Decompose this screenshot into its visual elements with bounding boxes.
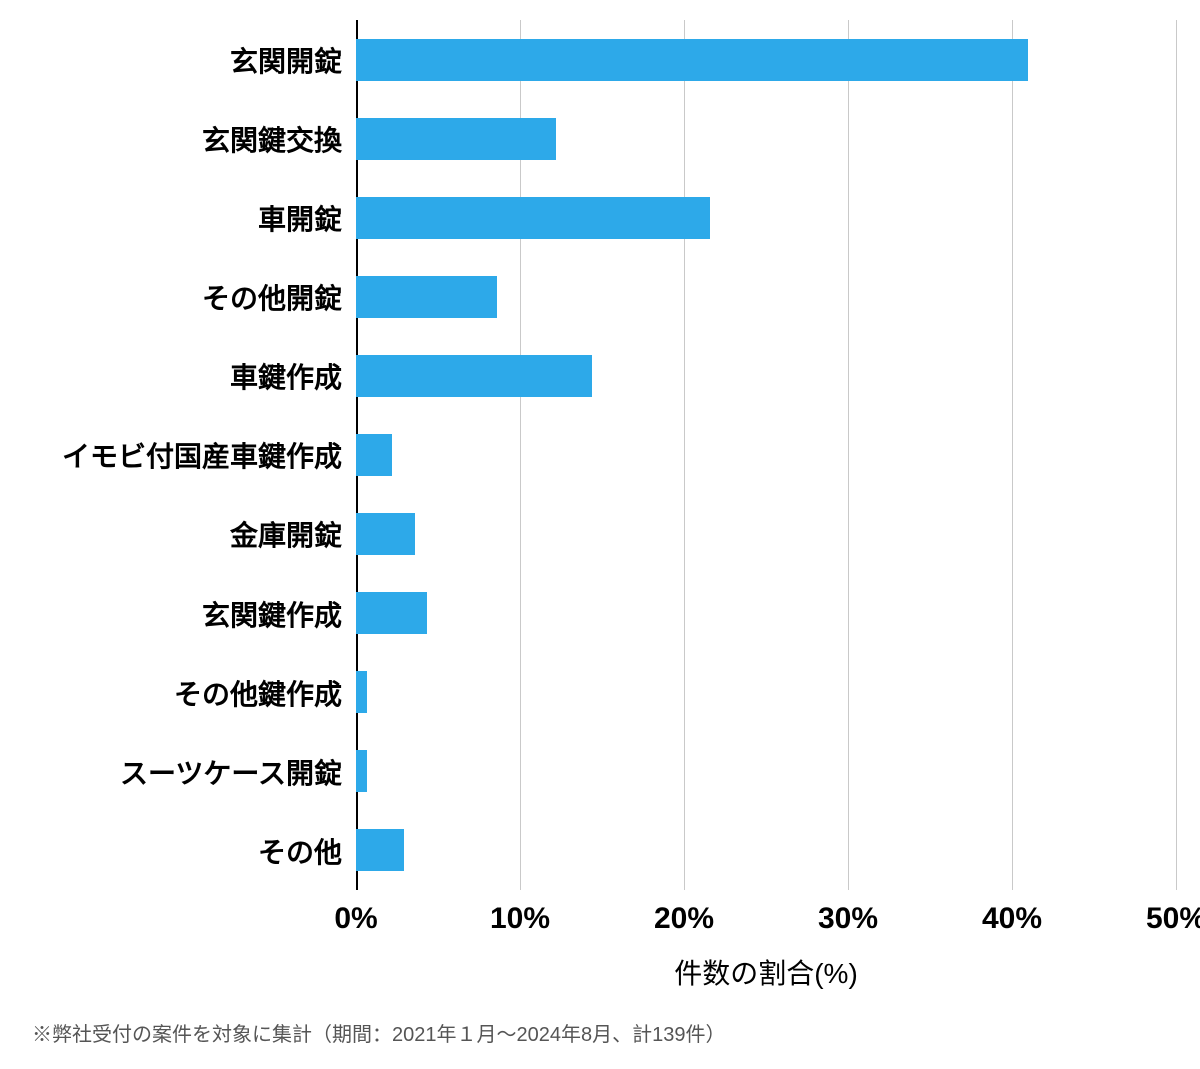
category-label: 車開錠 bbox=[258, 198, 342, 238]
x-tick-label: 20% bbox=[634, 902, 734, 936]
category-label: その他開錠 bbox=[202, 277, 342, 317]
x-tick-label: 0% bbox=[306, 902, 406, 936]
footnote-text: ※弊社受付の案件を対象に集計（期間：2021年１月〜2024年8月、計139件） bbox=[32, 1018, 725, 1047]
bar bbox=[356, 355, 592, 397]
gridline bbox=[1176, 20, 1177, 890]
gridline bbox=[848, 20, 849, 890]
bar bbox=[356, 118, 556, 160]
category-label: 玄関鍵作成 bbox=[202, 594, 342, 634]
category-label: スーツケース開錠 bbox=[120, 752, 342, 792]
bar bbox=[356, 513, 415, 555]
category-label: 金庫開錠 bbox=[230, 514, 342, 554]
bar bbox=[356, 197, 710, 239]
bar bbox=[356, 592, 427, 634]
category-label: 玄関開錠 bbox=[230, 40, 342, 80]
bar bbox=[356, 276, 497, 318]
gridline bbox=[684, 20, 685, 890]
bar bbox=[356, 671, 367, 713]
x-tick-label: 50% bbox=[1126, 902, 1200, 936]
bar bbox=[356, 829, 404, 871]
category-label: 玄関鍵交換 bbox=[202, 119, 342, 159]
category-label: イモビ付国産車鍵作成 bbox=[62, 435, 342, 475]
gridline bbox=[1012, 20, 1013, 890]
category-label: その他鍵作成 bbox=[174, 673, 342, 713]
plot-area bbox=[356, 20, 1176, 890]
chart-container: 件数の割合(%) ※弊社受付の案件を対象に集計（期間：2021年１月〜2024年… bbox=[0, 0, 1200, 1069]
x-tick-label: 10% bbox=[470, 902, 570, 936]
x-axis-title: 件数の割合(%) bbox=[356, 952, 1176, 992]
x-tick-label: 40% bbox=[962, 902, 1062, 936]
category-label: 車鍵作成 bbox=[230, 356, 342, 396]
bar bbox=[356, 434, 392, 476]
bar bbox=[356, 39, 1028, 81]
x-tick-label: 30% bbox=[798, 902, 898, 936]
bar bbox=[356, 750, 367, 792]
category-label: その他 bbox=[258, 831, 342, 871]
